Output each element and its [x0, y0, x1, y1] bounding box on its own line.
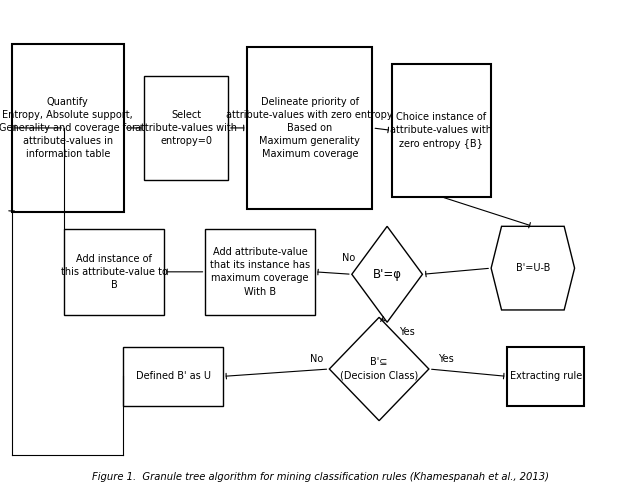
Text: B'⊆
(Decision Class): B'⊆ (Decision Class)	[340, 357, 418, 381]
Text: Figure 1.  Granule tree algorithm for mining classification rules (Khamespanah e: Figure 1. Granule tree algorithm for min…	[92, 472, 550, 482]
Text: Defined B' as U: Defined B' as U	[135, 371, 211, 381]
FancyBboxPatch shape	[247, 47, 372, 209]
Text: Extracting rule: Extracting rule	[510, 371, 582, 381]
Polygon shape	[329, 317, 429, 421]
Text: Add instance of
this attribute-value to
B: Add instance of this attribute-value to …	[60, 254, 168, 290]
Text: B'=U-B: B'=U-B	[516, 263, 550, 273]
FancyBboxPatch shape	[144, 76, 228, 180]
Text: Add attribute-value
that its instance has
maximum coverage
With B: Add attribute-value that its instance ha…	[210, 247, 310, 297]
Text: Delineate priority of
attribute-values with zero entropy
Based on
Maximum genera: Delineate priority of attribute-values w…	[227, 96, 393, 159]
Text: B'=φ: B'=φ	[373, 268, 401, 281]
Polygon shape	[352, 226, 422, 322]
Text: Choice instance of
attribute-values with
zero entropy {B}: Choice instance of attribute-values with…	[390, 112, 492, 149]
Text: Yes: Yes	[399, 327, 415, 337]
Text: No: No	[309, 354, 323, 364]
FancyBboxPatch shape	[123, 347, 223, 406]
FancyBboxPatch shape	[64, 229, 164, 315]
FancyBboxPatch shape	[12, 44, 124, 212]
Text: Yes: Yes	[438, 354, 455, 364]
FancyBboxPatch shape	[507, 347, 584, 406]
Polygon shape	[491, 226, 575, 310]
FancyBboxPatch shape	[392, 64, 491, 197]
FancyBboxPatch shape	[205, 229, 315, 315]
Text: No: No	[342, 253, 355, 263]
Text: Quantify
Entropy, Absolute support,
Generality and coverage for
attribute-values: Quantify Entropy, Absolute support, Gene…	[0, 96, 136, 159]
Text: Select
attribute-values with
entropy=0: Select attribute-values with entropy=0	[135, 110, 237, 146]
